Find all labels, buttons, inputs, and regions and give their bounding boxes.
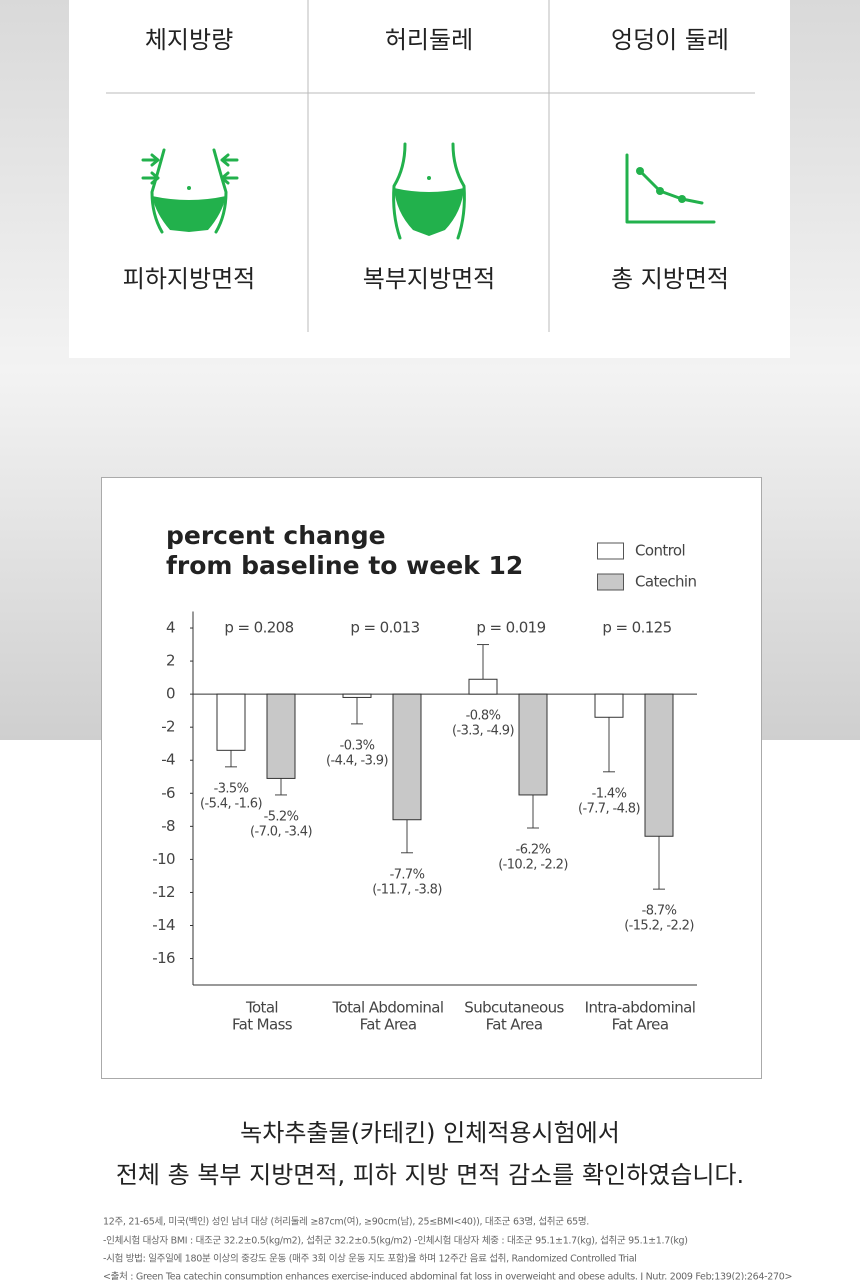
legend-swatch [597,573,624,591]
value-annotation: -6.2% [516,842,551,857]
x-tick-label: Fat Mass [232,1016,293,1034]
value-annotation: (-7.0, -3.4) [250,824,312,839]
legend-label: Control [635,542,685,560]
value-annotation: -8.7% [642,904,677,919]
legend-swatch [597,542,624,560]
value-annotation: -1.4% [592,786,627,801]
header: 엉덩이 둘레 [611,26,729,54]
summary: 녹차추출물(카테킨) 인체적용시험에서 [240,1119,620,1147]
p-value: p = 0.208 [224,619,293,637]
item-label: 총 지방면적 [611,265,729,293]
x-tick-label: Subcutaneous [464,999,564,1017]
chart-title: percent change [166,521,386,550]
y-tick-label: -16 [152,949,175,967]
x-tick-label: Intra-abdominal [585,999,696,1017]
value-annotation: -0.3% [340,738,375,753]
bar [342,693,372,698]
icon-waist-arrows [141,148,239,234]
y-tick-label: -8 [161,817,175,835]
footnote: -인체시험 대상자 BMI : 대조군 32.2±0.5(kg/m2), 섭취군… [103,1236,688,1247]
value-annotation: (-4.4, -3.9) [326,753,388,768]
y-tick-label: 4 [166,619,175,637]
x-tick-label: Fat Area [612,1016,669,1034]
p-value: p = 0.125 [602,619,671,637]
footnote: 12주, 21-65세, 미국(백인) 성인 남녀 대상 (허리둘레 ≥87cm… [103,1216,589,1228]
item-label: 복부지방면적 [363,265,495,293]
bar [216,693,246,751]
x-tick-label: Fat Area [360,1016,417,1034]
footnote: <출처 : Green Tea catechin consumption enh… [103,1271,792,1280]
value-annotation: (-3.3, -4.9) [452,724,514,739]
y-tick-label: -12 [152,883,175,901]
value-annotation: (-15.2, -2.2) [624,919,694,934]
bar [518,693,548,796]
value-annotation: -7.7% [390,867,425,882]
header: 허리둘레 [385,26,473,54]
bar [266,693,296,779]
y-tick-label: -14 [152,916,175,934]
x-tick-label: Fat Area [486,1016,543,1034]
value-annotation: -0.8% [466,709,501,724]
value-annotation: (-10.2, -2.2) [498,857,568,872]
summary: 전체 총 복부 지방면적, 피하 지방 면적 감소를 확인하였습니다. [116,1161,744,1189]
footnote: -시험 방법: 일주일에 180분 이상의 중강도 운동 (매주 3회 이상 운… [103,1253,637,1265]
y-tick-label: -4 [161,751,175,769]
item-label: 피하지방면적 [123,265,255,293]
x-tick-label: Total [245,999,278,1017]
bar [468,678,498,695]
icon-trend [625,153,716,224]
value-annotation: (-11.7, -3.8) [372,882,442,897]
p-value: p = 0.019 [476,619,545,637]
header: 체지방량 [145,26,233,54]
legend-label: Catechin [635,573,696,591]
icon-waist [392,142,466,240]
x-tick-label: Total Abdominal [332,999,444,1017]
y-tick-label: -6 [161,784,175,802]
y-tick-label: 2 [166,652,175,670]
bar [644,693,674,837]
value-annotation: (-5.4, -1.6) [200,796,262,811]
chart-title: from baseline to week 12 [166,551,523,580]
y-tick-label: -10 [152,850,175,868]
p-value: p = 0.013 [350,619,419,637]
value-annotation: -5.2% [264,809,299,824]
value-annotation: -3.5% [214,781,249,796]
bar [392,693,422,821]
chart: percent change from baseline to week 12 … [152,521,697,1034]
value-annotation: (-7.7, -4.8) [578,801,640,816]
y-tick-label: 0 [166,685,175,703]
bar [594,693,624,718]
y-tick-label: -2 [161,718,175,736]
